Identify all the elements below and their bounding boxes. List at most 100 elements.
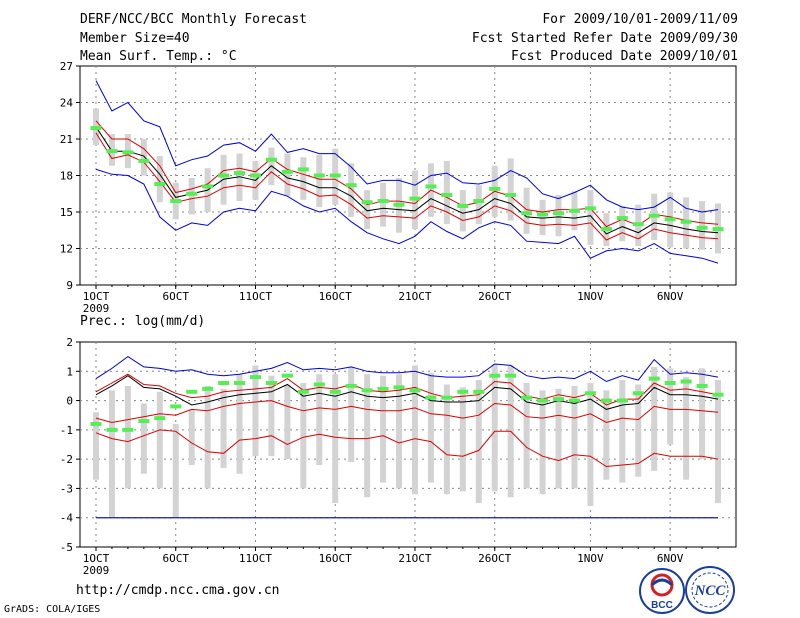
member-mean-marker [568,208,580,213]
y-tick-label: -4 [60,512,74,525]
ensemble-box [555,388,562,489]
x-tick-label: 6OCT [162,552,189,565]
series-line-min [95,168,719,264]
y-tick-label: -5 [60,541,73,554]
ensemble-box [555,194,562,237]
member-mean-marker [680,379,692,384]
member-mean-marker [632,391,644,396]
member-mean-marker [249,173,261,178]
member-mean-marker [265,381,277,385]
member-mean-marker [186,389,198,394]
ensemble-box [715,380,721,504]
ensemble-box [427,372,434,483]
member-mean-marker [696,225,708,230]
y-tick-label: 27 [60,60,73,73]
ensemble-box [236,153,243,202]
member-mean-marker [393,202,405,207]
ensemble-box [475,185,482,225]
ensemble-box [523,187,530,234]
x-tick-label: 26OCT [478,552,511,565]
plot-frame [79,341,737,548]
ensemble-box [124,385,131,489]
member-mean-marker [202,184,214,189]
ensemble-box [539,199,546,236]
member-mean-marker [632,222,644,227]
y-tick-label: 9 [66,279,73,292]
produced-date: Fcst Produced Date 2009/10/01 [511,49,738,64]
series-line-lower [95,132,719,241]
member-mean-marker [313,382,325,387]
ensemble-box [188,177,195,215]
member-mean-marker [281,373,293,378]
x-tick-label: 6NOV [657,552,684,565]
member-mean-marker [616,398,628,403]
x-tick-year-label: 2009 [83,564,110,577]
ensemble-box [587,190,594,245]
ensemble-box [284,153,291,197]
member-mean-marker [616,216,628,221]
y-tick-label: 2 [66,336,73,349]
x-tick-label: 6OCT [162,290,189,303]
member-mean-marker [680,219,692,224]
y-tick-label: 1 [66,365,73,378]
member-mean-marker [537,398,549,403]
ensemble-box [539,390,546,495]
member-mean-marker [553,211,565,216]
series-line-mean [95,126,719,235]
source-url[interactable]: http://cmdp.ncc.cma.gov.cn [76,583,280,598]
member-mean-marker [281,169,293,174]
ensemble-box [300,383,307,489]
y-tick-label: 0 [66,395,73,408]
ensemble-box [619,205,626,242]
member-mean-marker [648,376,660,381]
member-mean-marker [106,149,118,154]
member-mean-marker [297,389,309,394]
ensemble-box [443,384,450,495]
member-mean-marker [441,395,453,400]
member-mean-marker [234,171,246,176]
member-mean-marker [696,383,708,388]
ensemble-box [699,201,706,250]
member-mean-marker [664,217,676,222]
member-mean-marker [648,213,660,218]
plot-frame [79,65,737,286]
series-line-upper [95,120,719,228]
series-line-max [95,80,719,213]
member-mean-marker [377,386,389,391]
ncc-logo: NCC [685,566,735,614]
member-mean-marker [218,381,230,385]
ncc-logo-text: NCC [694,583,727,599]
x-tick-label: 16OCT [319,552,352,565]
ensemble-box [348,366,355,463]
member-mean-marker [553,397,565,402]
member-mean-marker [600,398,612,403]
member-mean-marker [521,395,533,400]
member-mean-marker [138,158,150,163]
ensemble-box [683,377,690,480]
x-tick-label: 1OCT [83,290,110,303]
series-line-lower [95,400,719,424]
member-mean-marker [409,196,421,201]
refer-date: Fcst Started Refer Date 2009/09/30 [471,31,738,46]
x-tick-label: 1NOV [577,552,604,565]
ensemble-box [140,403,147,474]
ensemble-box [332,374,339,504]
member-mean-marker [664,381,676,385]
x-tick-label: 11OCT [239,290,272,303]
member-mean-marker [425,395,437,400]
ensemble-box [603,390,610,480]
member-mean-marker [154,182,166,187]
ensemble-box [284,384,291,460]
member-mean-marker [568,398,580,403]
member-mean-marker [90,126,102,131]
ensemble-box [140,139,147,176]
member-mean-marker [249,375,261,380]
member-mean-marker [122,150,134,155]
member-mean-marker [122,427,134,432]
series-line-min [95,429,719,468]
member-mean-marker [361,200,373,205]
ensemble-box [364,190,371,230]
forecast-period: For 2009/10/01-2009/11/09 [542,12,738,27]
x-tick-label: 6NOV [657,290,684,303]
member-mean-marker [584,206,596,211]
